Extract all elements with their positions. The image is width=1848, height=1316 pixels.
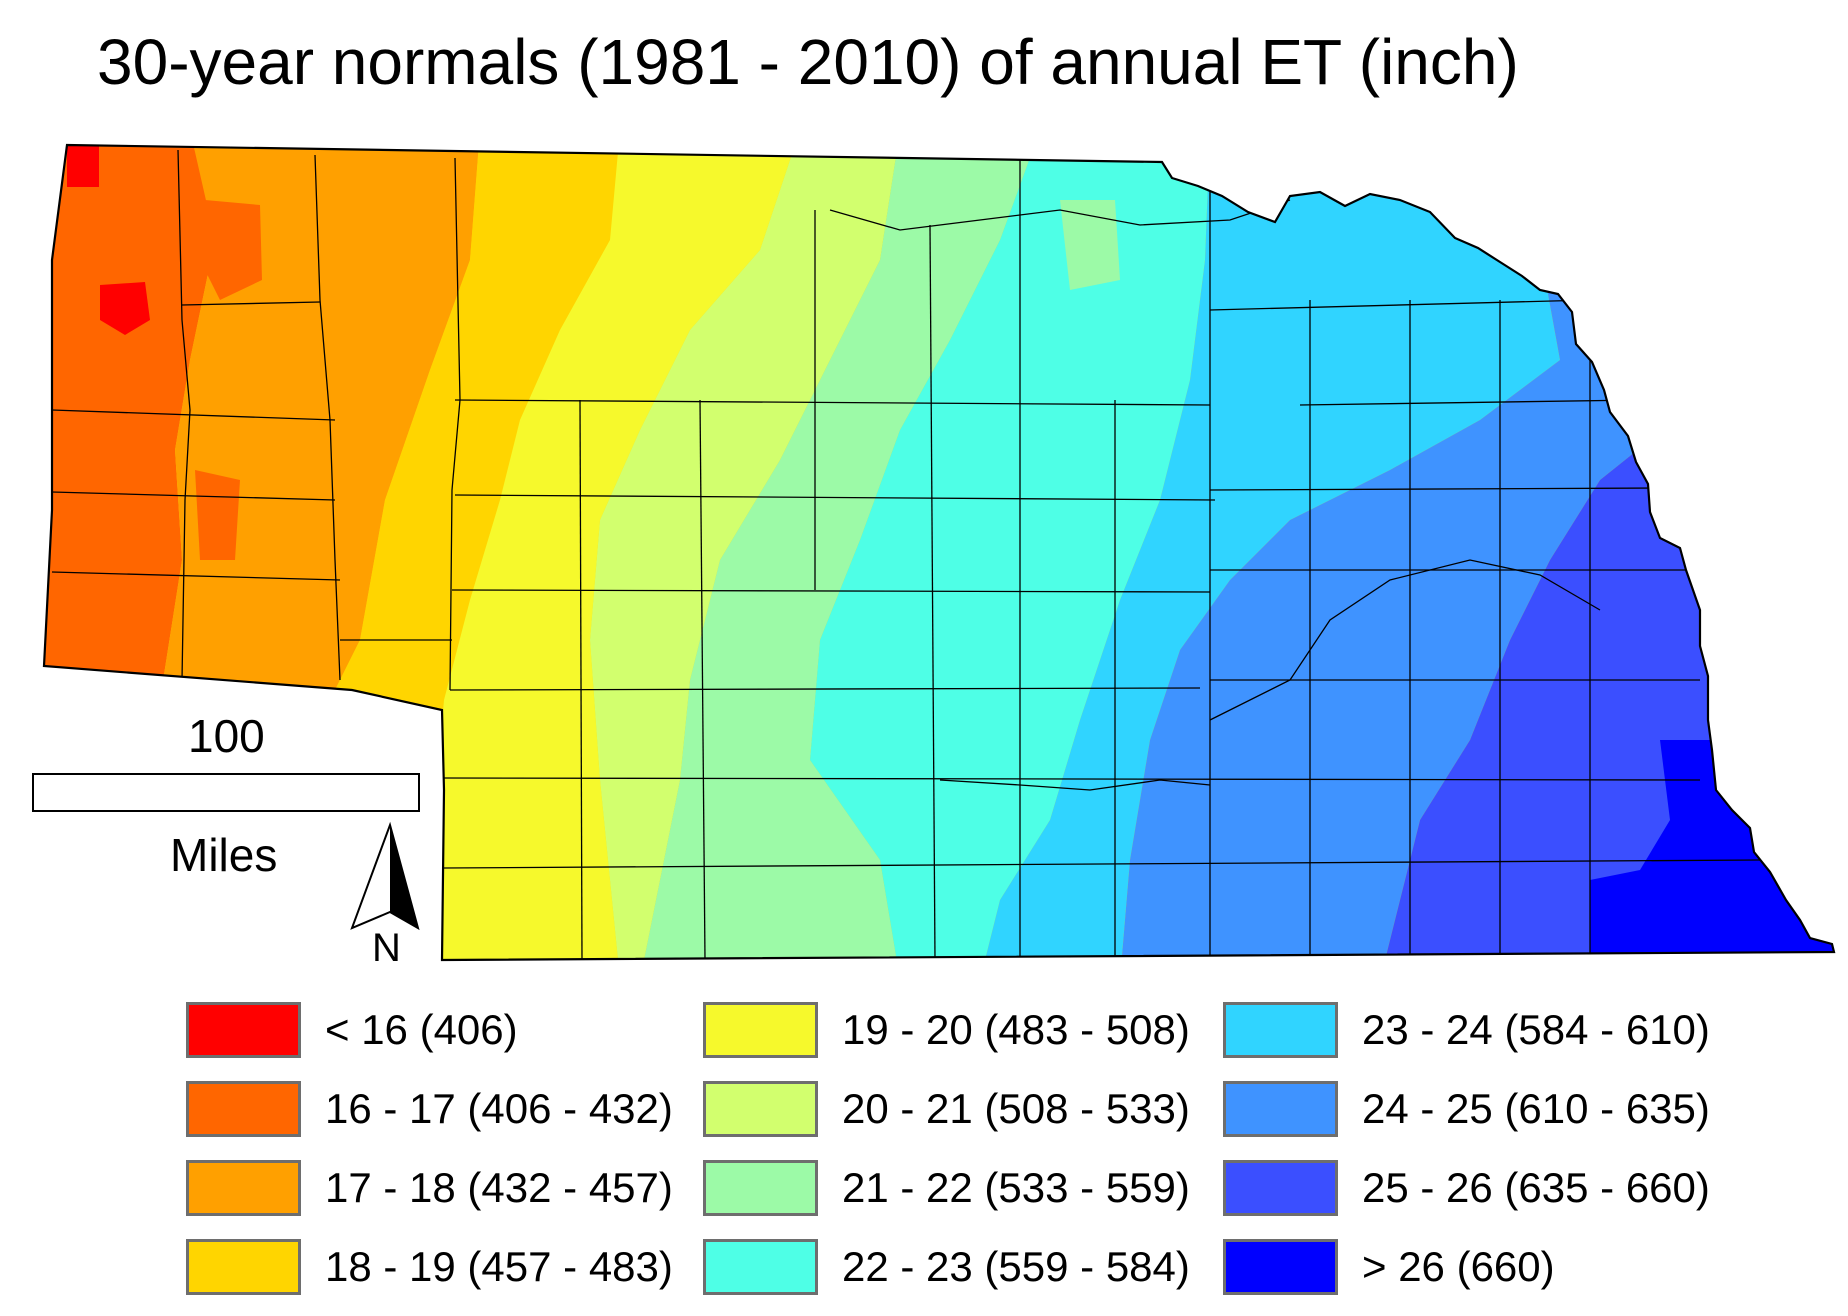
- legend-label: 18 - 19 (457 - 483): [325, 1243, 673, 1290]
- legend-label: 19 - 20 (483 - 508): [842, 1006, 1190, 1053]
- north-label: N: [372, 926, 401, 970]
- legend-swatch: [703, 1239, 818, 1295]
- legend-label: 21 - 22 (533 - 559): [842, 1164, 1190, 1211]
- legend-swatch: [186, 1002, 301, 1058]
- scale-unit-label: Miles: [170, 829, 278, 881]
- legend-label: 25 - 26 (635 - 660): [1362, 1164, 1710, 1211]
- legend-label: 22 - 23 (559 - 584): [842, 1243, 1190, 1290]
- legend-item-24-25: 24 - 25 (610 - 635): [1223, 1077, 1710, 1141]
- legend-label: 16 - 17 (406 - 432): [325, 1085, 673, 1132]
- legend-item-20-21: 20 - 21 (508 - 533): [703, 1077, 1190, 1141]
- legend-label: > 26 (660): [1362, 1243, 1555, 1290]
- map-title: 30-year normals (1981 - 2010) of annual …: [97, 26, 1519, 98]
- legend-item-18-19: 18 - 19 (457 - 483): [186, 1235, 673, 1299]
- legend-swatch: [703, 1081, 818, 1137]
- legend-item-16-17: 16 - 17 (406 - 432): [186, 1077, 673, 1141]
- legend-swatch: [703, 1002, 818, 1058]
- legend-swatch: [186, 1081, 301, 1137]
- county-boundaries: [51, 149, 1761, 960]
- legend-item-lt16: < 16 (406): [186, 998, 518, 1062]
- north-arrow-icon: [350, 821, 420, 931]
- legend-item-23-24: 23 - 24 (584 - 610): [1223, 998, 1710, 1062]
- legend-swatch: [186, 1239, 301, 1295]
- legend-item-21-22: 21 - 22 (533 - 559): [703, 1156, 1190, 1220]
- legend-label: 20 - 21 (508 - 533): [842, 1085, 1190, 1132]
- legend-item-gt26: > 26 (660): [1223, 1235, 1555, 1299]
- legend-swatch: [1223, 1239, 1338, 1295]
- scale-value-label: 100: [188, 710, 265, 762]
- legend-item-25-26: 25 - 26 (635 - 660): [1223, 1156, 1710, 1220]
- legend-swatch: [1223, 1081, 1338, 1137]
- legend-label: 23 - 24 (584 - 610): [1362, 1006, 1710, 1053]
- legend-item-19-20: 19 - 20 (483 - 508): [703, 998, 1190, 1062]
- scale-bar: [32, 773, 420, 812]
- legend-label: 17 - 18 (432 - 457): [325, 1164, 673, 1211]
- legend-label: 24 - 25 (610 - 635): [1362, 1085, 1710, 1132]
- legend-item-17-18: 17 - 18 (432 - 457): [186, 1156, 673, 1220]
- legend-swatch: [186, 1160, 301, 1216]
- legend-swatch: [1223, 1160, 1338, 1216]
- legend-label: < 16 (406): [325, 1006, 518, 1053]
- legend-item-22-23: 22 - 23 (559 - 584): [703, 1235, 1190, 1299]
- legend-swatch: [703, 1160, 818, 1216]
- legend-swatch: [1223, 1002, 1338, 1058]
